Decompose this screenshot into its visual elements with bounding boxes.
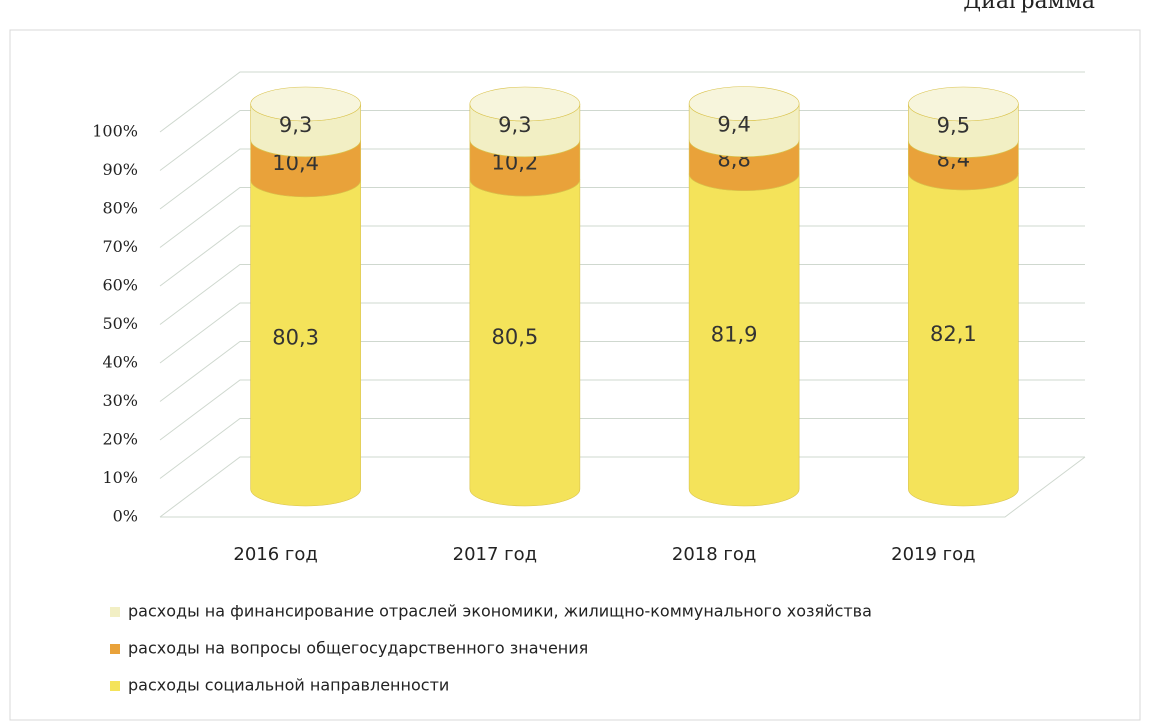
y-tick-label: 50%	[102, 314, 138, 333]
grid-line	[159, 225, 1085, 287]
x-tick-label: 2016 год	[233, 544, 317, 565]
grid-line	[159, 418, 1085, 479]
grid-line	[159, 71, 1085, 133]
grid-line	[159, 187, 1085, 248]
grid-line	[159, 148, 1085, 210]
grid-line	[159, 341, 1085, 402]
cylinder-top	[469, 86, 581, 122]
annotation: Диаграмма	[963, 0, 1095, 14]
x-tick-label: 2019 год	[891, 544, 975, 565]
y-tick-label: 10%	[102, 468, 138, 487]
y-tick-label: 40%	[102, 353, 138, 372]
cylinder-top	[688, 86, 800, 121]
legend-swatch	[110, 681, 120, 691]
grid-line	[159, 264, 1085, 325]
value-label: 9,3	[279, 113, 312, 137]
value-label: 80,5	[491, 325, 538, 349]
y-tick-label: 60%	[102, 276, 138, 295]
grid-line	[159, 110, 1085, 171]
y-tick-label: 0%	[113, 507, 138, 526]
x-tick-label: 2017 год	[453, 544, 537, 565]
y-tick-label: 70%	[102, 237, 138, 256]
legend-label: расходы на вопросы общегосударственного …	[128, 639, 588, 658]
value-label: 82,1	[930, 322, 977, 346]
value-label: 9,4	[717, 113, 750, 137]
legend-swatch	[110, 644, 120, 654]
grid-line	[159, 456, 1085, 518]
value-label: 81,9	[711, 322, 758, 346]
chart-frame	[9, 29, 1141, 721]
legend-swatch	[110, 607, 120, 617]
y-tick-label: 30%	[102, 391, 138, 410]
y-tick-label: 20%	[102, 430, 138, 449]
grid-line	[159, 302, 1085, 364]
cylinder-top	[908, 86, 1019, 122]
floor	[160, 456, 1086, 518]
y-tick-label: 90%	[102, 160, 138, 179]
x-tick-label: 2018 год	[672, 544, 756, 565]
legend-label: расходы на финансирование отраслей эконо…	[128, 602, 872, 621]
cylinder-top	[250, 86, 361, 122]
value-label: 80,3	[272, 325, 319, 349]
y-tick-label: 80%	[102, 199, 138, 218]
grid-line	[159, 379, 1085, 441]
y-tick-label: 100%	[92, 122, 138, 141]
legend-label: расходы социальной направленности	[128, 676, 449, 695]
value-label: 9,5	[937, 113, 970, 137]
value-label: 9,3	[498, 113, 531, 137]
